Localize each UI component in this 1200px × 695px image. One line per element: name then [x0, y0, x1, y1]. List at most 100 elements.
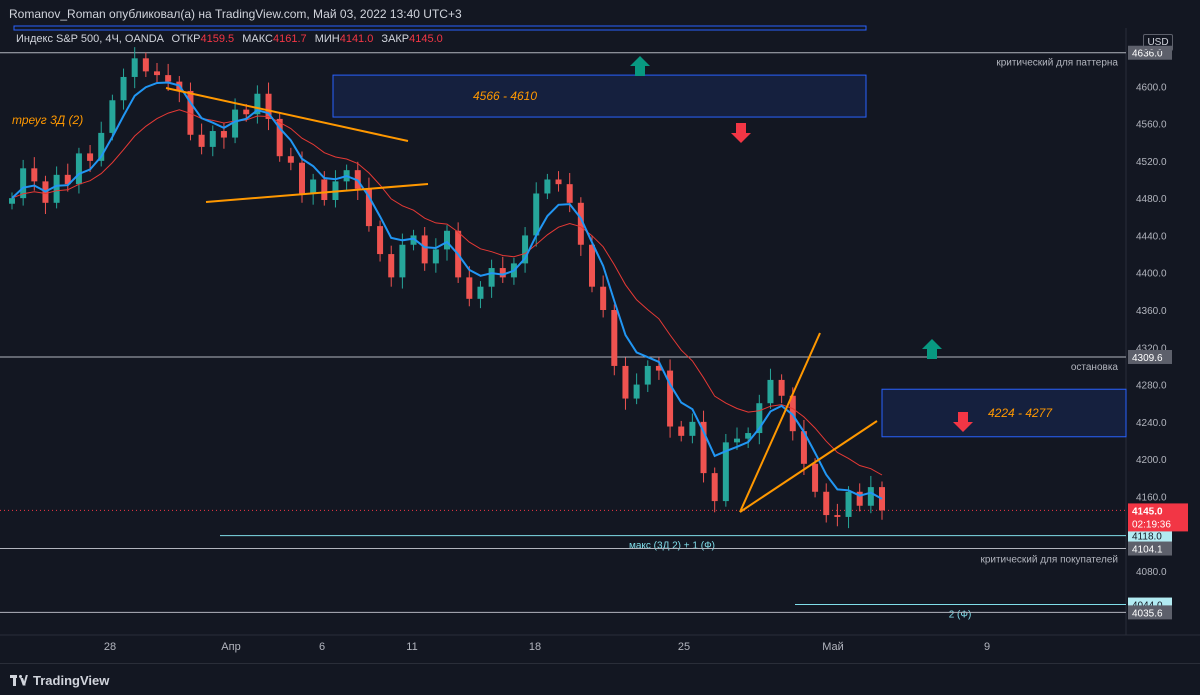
pattern-annotation: треуг 3Д (2): [12, 113, 83, 127]
candles: [9, 47, 885, 529]
candle-body: [812, 463, 819, 492]
level-price-label: 4035.6: [1132, 608, 1163, 619]
candle-body: [555, 179, 562, 185]
y-tick-label: 4520.0: [1136, 157, 1167, 168]
candle-body: [856, 491, 863, 506]
candle-body: [589, 244, 595, 287]
last-price-tag: [1128, 503, 1188, 532]
candle-body: [734, 438, 740, 443]
pattern-trendline: [205, 183, 429, 203]
close-value: 4145.0: [409, 33, 443, 45]
candle-body: [75, 153, 82, 185]
candle-body: [845, 491, 852, 517]
candle-body: [198, 134, 205, 147]
pattern-trendline: [739, 332, 821, 513]
candle-body: [644, 365, 651, 385]
tradingview-logo[interactable]: TradingView: [10, 672, 109, 688]
price-axis-bg: [1126, 28, 1200, 663]
candle-body: [365, 188, 372, 227]
ema-slow-line: [11, 109, 883, 476]
target-zone: [332, 74, 867, 118]
open-label: ОТКР: [171, 33, 201, 45]
moving-averages: [11, 81, 883, 500]
candle-body: [488, 268, 495, 287]
level-price-label: 4309.6: [1132, 353, 1163, 364]
candle-body: [611, 310, 618, 366]
y-tick-label: 4440.0: [1136, 231, 1167, 242]
axis-labels: 4636.04309.64118.04104.14044.04035.64145…: [1128, 45, 1188, 620]
x-tick-label: Май: [822, 641, 844, 653]
top-zone-edge: [13, 25, 867, 31]
y-tick-label: 4480.0: [1136, 194, 1167, 205]
last-price-label: 4145.0: [1132, 506, 1163, 517]
price-axis: 4640.04600.04560.04520.04480.04440.04400…: [1125, 28, 1200, 663]
candle-body: [767, 379, 774, 404]
y-tick-label: 4240.0: [1136, 418, 1167, 429]
candle-body: [187, 90, 194, 135]
candle-body: [299, 162, 305, 194]
low-value: 4141.0: [339, 33, 374, 45]
zone-label: 4566 - 4610: [473, 89, 537, 103]
tradingview-brand: TradingView: [33, 672, 110, 688]
arrow-down-icon: [953, 412, 973, 432]
candle-body: [53, 174, 60, 203]
candle-body: [722, 442, 729, 502]
ema-fast-line: [11, 81, 883, 500]
level-price-label: 4636.0: [1132, 49, 1163, 60]
target-zones: 4566 - 4610 4224 - 4277: [13, 25, 1127, 438]
arrow-up-icon: [630, 56, 650, 76]
pattern-trendline: [165, 87, 409, 142]
candle-body: [432, 249, 439, 264]
candle-body: [232, 109, 239, 138]
candle-body: [377, 226, 384, 255]
candle-body: [9, 198, 15, 204]
x-tick-label: Апр: [221, 641, 240, 653]
candle-body: [20, 168, 27, 199]
y-tick-label: 4600.0: [1136, 82, 1167, 93]
candle-body: [410, 235, 417, 245]
arrow-down-icon: [731, 123, 751, 143]
candle-body: [131, 58, 138, 77]
level-note: макс (3Д 2) + 1 (Ф): [629, 541, 715, 552]
candle-body: [745, 433, 752, 439]
candle-body: [499, 268, 506, 278]
candle-body: [142, 58, 149, 72]
symbol-name: Индекс S&P 500, 4Ч, OANDA: [16, 33, 164, 45]
candle-body: [867, 487, 874, 506]
level-price-tag: [1128, 605, 1172, 620]
candle-body: [31, 168, 38, 182]
y-tick-label: 4200.0: [1136, 455, 1167, 466]
x-tick-label: 9: [984, 641, 990, 653]
candle-body: [265, 93, 272, 119]
candle-body: [711, 473, 718, 502]
level-price-tag: [1128, 541, 1172, 556]
candle-body: [655, 365, 662, 371]
candle-body: [243, 109, 250, 115]
x-tick-label: 18: [529, 641, 541, 653]
candle-body: [566, 184, 573, 203]
candle-body: [120, 76, 127, 101]
y-tick-label: 4360.0: [1136, 306, 1167, 317]
direction-arrows: [630, 56, 973, 432]
candle-body: [700, 421, 707, 474]
target-zone: [881, 388, 1127, 438]
candle-body: [87, 153, 94, 161]
candle-body: [154, 71, 160, 76]
x-tick-label: 25: [678, 641, 690, 653]
high-label: МАКС: [242, 33, 273, 45]
candle-body: [667, 370, 674, 427]
arrow-up-icon: [922, 339, 942, 359]
publisher-header: Romanov_Roman опубликовал(а) на TradingV…: [0, 0, 1200, 28]
currency-button[interactable]: USD: [1143, 34, 1173, 51]
candle-body: [577, 202, 584, 245]
candle-body: [778, 379, 785, 396]
level-price-label: 4104.1: [1132, 545, 1163, 556]
candle-body: [544, 179, 551, 194]
candle-body: [64, 174, 71, 185]
candle-body: [220, 131, 227, 138]
candle-body: [399, 244, 406, 278]
candle-body: [466, 277, 473, 299]
level-price-label: 4118.0: [1132, 532, 1162, 543]
high-value: 4161.7: [272, 33, 307, 45]
